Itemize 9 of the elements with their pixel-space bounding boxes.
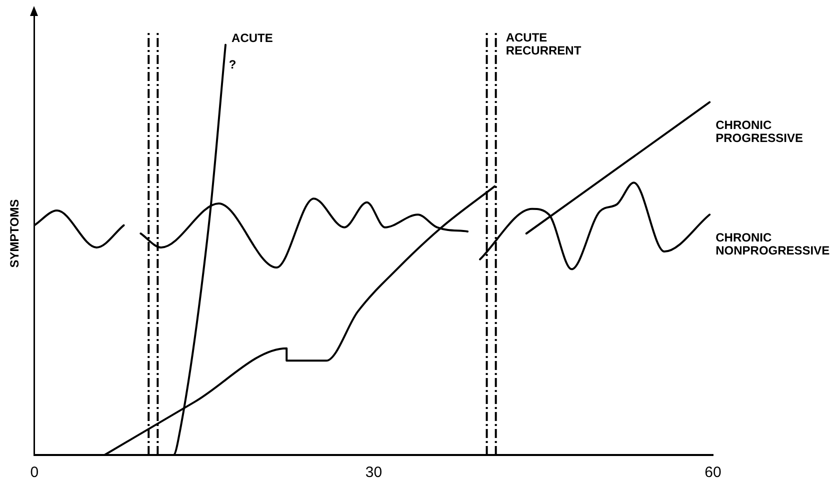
ref-line-label: ACUTE RECURRENT [506, 30, 582, 58]
x-tick-label: 30 [365, 464, 382, 482]
annotation: ? [228, 58, 236, 72]
series-label: CHRONIC NONPROGRESSIVE [716, 230, 830, 258]
x-tick-label: 0 [30, 464, 39, 482]
series-label: CHRONIC PROGRESSIVE [716, 118, 803, 146]
series-label: ACUTE [232, 31, 273, 46]
y-axis-title: SYMPTOMS [8, 199, 22, 268]
x-tick-label: 60 [704, 464, 722, 482]
